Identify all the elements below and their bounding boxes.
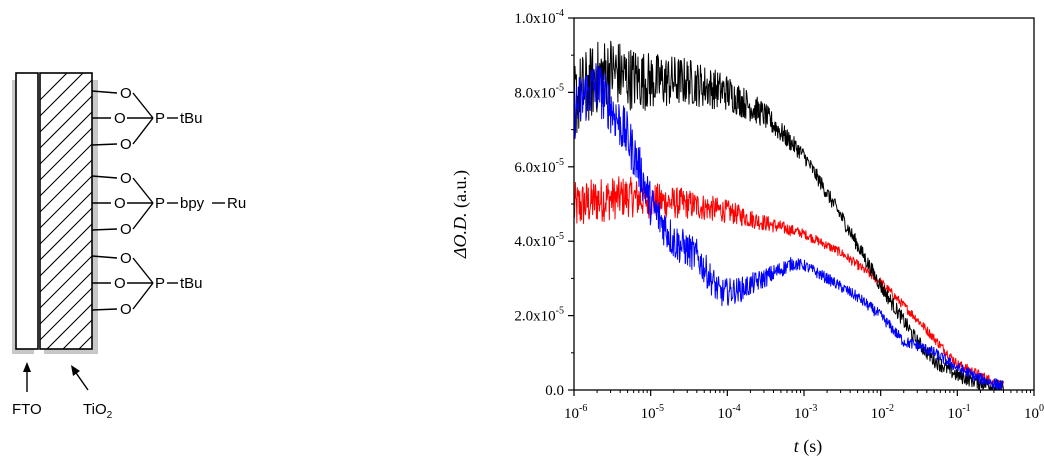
oxygen-atom: O: [120, 301, 132, 318]
y-tick-label: 4.0x10-5: [514, 231, 564, 250]
tio2-label: TiO2: [83, 401, 113, 421]
x-tick-label: 10-3: [794, 403, 817, 422]
oxygen-atom: O: [114, 275, 126, 292]
oxygen-atom: O: [120, 221, 132, 238]
tio2-layer: [40, 73, 92, 349]
x-tick-label: 100: [1024, 403, 1044, 422]
y-tick-label: 8.0x10-5: [514, 82, 564, 101]
oxygen-atom: O: [120, 250, 132, 267]
fto-label: FTO: [12, 401, 42, 418]
oxygen-atom: O: [114, 110, 126, 127]
x-tick-label: 10-6: [564, 403, 587, 422]
y-tick-label: 0.0: [545, 383, 564, 399]
substituent-label: tBu: [180, 275, 203, 292]
oxygen-atom: O: [114, 195, 126, 212]
x-tick-label: 10-1: [947, 403, 970, 422]
substituent-label: tBu: [180, 110, 203, 127]
y-tick-label: 1.0x10-4: [514, 8, 564, 27]
y-axis-label: ΔO.D. (a.u.): [450, 170, 471, 259]
y-tick-label: 2.0x10-5: [514, 306, 564, 325]
series-line-3: [573, 62, 1004, 391]
y-axis: 0.0 2.0x10-5 4.0x10-5 6.0x10-5 8.0x10-5 1.0x1…: [514, 8, 574, 399]
x-axis: 10-6 10-5 10-4 10-3 10-2 10-1 100: [564, 390, 1044, 422]
oxygen-atom: O: [120, 85, 132, 102]
x-tick-label: 10-5: [641, 403, 664, 422]
fto-layer: [15, 72, 39, 350]
x-axis-label: t (s): [794, 436, 823, 457]
x-tick-label: 10-4: [717, 403, 740, 422]
substituent-label: bpy: [180, 195, 205, 212]
y-tick-label: 6.0x10-5: [514, 157, 564, 176]
series-group: [573, 40, 1004, 391]
oxygen-atom: O: [120, 136, 132, 153]
tio2-hatching: [40, 73, 92, 349]
metal-label: Ru: [227, 195, 246, 212]
phosphorus-atom: P: [155, 195, 165, 212]
oxygen-atom: O: [120, 170, 132, 187]
x-tick-label: 10-2: [871, 403, 894, 422]
series-line-2: [573, 40, 1004, 391]
transient-absorption-chart: 10-6 10-5 10-4 10-3 10-2 10-1 100 0.0 2.0x10-5 4.…: [450, 8, 1044, 457]
phosphorus-atom: P: [155, 110, 165, 127]
phosphorus-atom: P: [155, 275, 165, 292]
